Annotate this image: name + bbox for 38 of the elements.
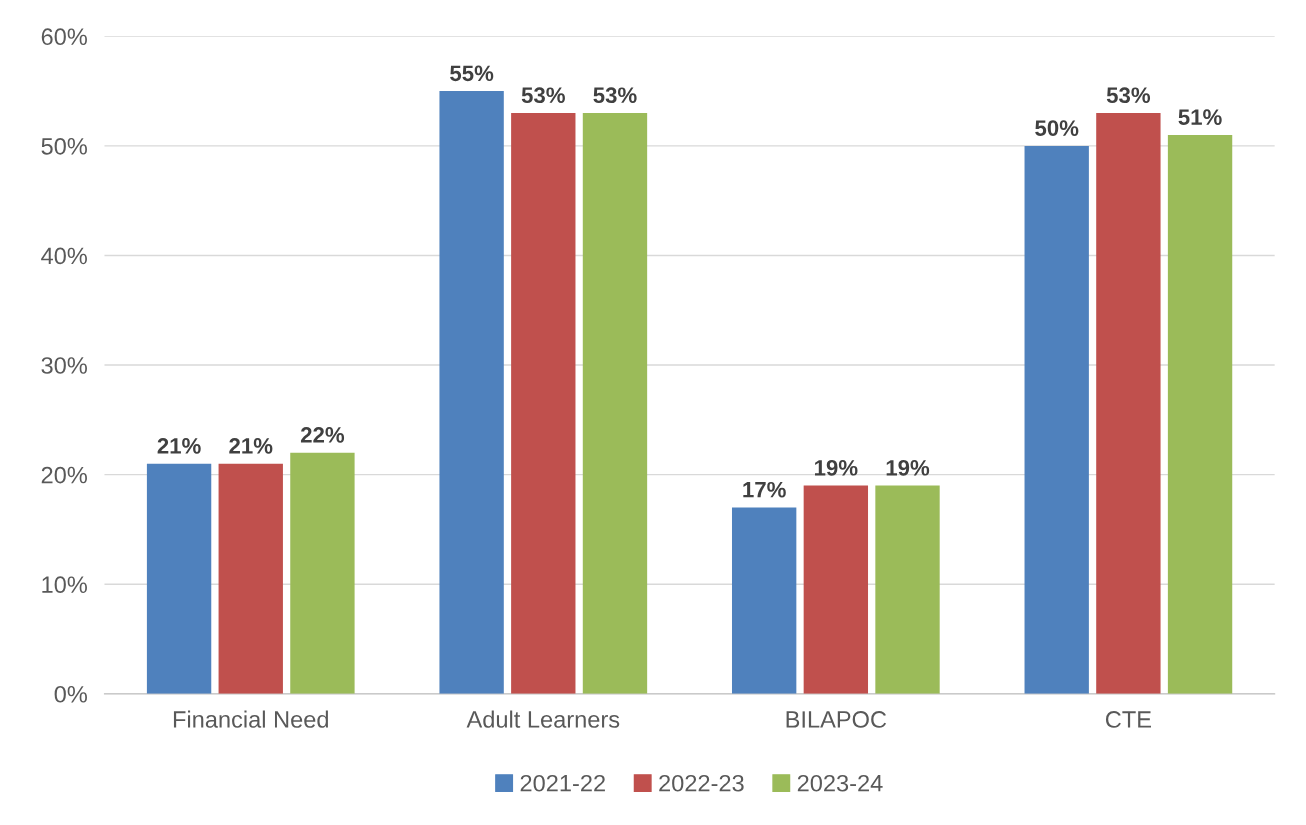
bar xyxy=(290,452,355,694)
bar xyxy=(1167,134,1233,694)
data-label: 17% xyxy=(743,481,786,498)
bar xyxy=(439,91,504,694)
bar xyxy=(803,485,869,694)
x-tick-label: CTE xyxy=(1105,711,1151,728)
legend-label: 2021-22 xyxy=(520,774,605,792)
bar xyxy=(511,113,576,694)
x-tick-label: BILAPOC xyxy=(786,711,887,728)
y-tick-label: 10% xyxy=(42,576,87,594)
bar xyxy=(582,113,648,694)
data-label: 21% xyxy=(229,438,273,454)
y-tick-label: 30% xyxy=(41,357,87,374)
data-label: 21% xyxy=(157,438,201,454)
data-label: 53% xyxy=(1106,87,1151,104)
y-tick-label: 60% xyxy=(41,28,87,46)
x-tick-label: Adult Learners xyxy=(466,710,620,728)
legend-label: 2023-24 xyxy=(797,774,883,792)
bar xyxy=(731,507,797,694)
data-label: 19% xyxy=(886,459,930,476)
data-label: 55% xyxy=(450,65,494,82)
x-tick-label: Financial Need xyxy=(173,710,328,728)
data-label: 53% xyxy=(593,87,637,104)
data-label: 50% xyxy=(1035,120,1079,136)
bar xyxy=(218,463,283,694)
data-label: 53% xyxy=(521,87,565,104)
legend-label: 2022-23 xyxy=(659,774,744,792)
bar xyxy=(1096,113,1161,694)
y-tick-label: 0% xyxy=(54,685,87,703)
data-label: 19% xyxy=(815,459,858,476)
data-label: 22% xyxy=(300,427,345,443)
y-tick-label: 40% xyxy=(41,247,87,265)
data-label: 51% xyxy=(1178,109,1222,125)
y-tick-label: 20% xyxy=(41,466,87,484)
bar xyxy=(875,485,940,694)
bar xyxy=(146,463,212,694)
y-tick-label: 50% xyxy=(41,137,87,155)
bar xyxy=(1024,145,1089,694)
